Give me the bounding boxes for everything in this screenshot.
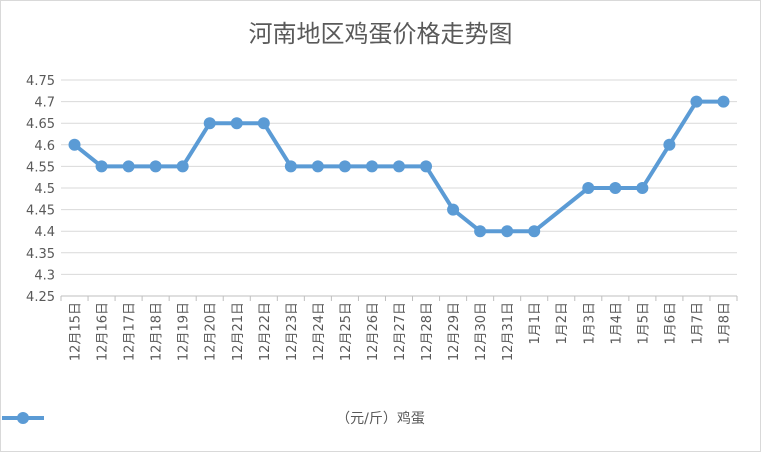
y-tick-label: 4.75 (26, 74, 55, 89)
x-tick-label: 12月31日 (501, 302, 516, 361)
x-tick-label: 1月7日 (690, 302, 705, 345)
legend: （元/斤）鸡蛋 (0, 408, 761, 428)
x-tick-label: 12月15日 (69, 302, 84, 361)
y-tick-label: 4.4 (34, 225, 55, 240)
x-tick-label: 12月16日 (96, 302, 111, 361)
y-tick-label: 4.55 (26, 160, 55, 175)
data-point (582, 182, 595, 194)
x-tick-label: 12月30日 (474, 302, 489, 361)
x-tick-label: 12月19日 (177, 302, 192, 361)
x-tick-label: 1月3日 (582, 302, 597, 345)
x-tick-label: 12月26日 (366, 302, 381, 361)
data-point (474, 225, 487, 238)
data-point (636, 182, 649, 194)
x-tick-label: 1月2日 (555, 302, 570, 345)
x-tick-label: 1月1日 (528, 302, 543, 345)
x-tick-label: 12月22日 (258, 302, 273, 361)
data-point (176, 160, 189, 173)
data-point (420, 160, 433, 173)
x-tick-label: 12月24日 (312, 302, 327, 361)
x-tick-label: 1月4日 (609, 302, 624, 345)
x-tick-label: 12月18日 (150, 302, 165, 361)
data-point (203, 117, 216, 130)
data-point (663, 138, 676, 151)
x-tick-label: 12月17日 (123, 302, 138, 361)
x-tick-label: 12月21日 (231, 302, 246, 361)
x-tick-label: 12月29日 (447, 302, 462, 361)
data-point (284, 160, 297, 173)
legend-swatch (2, 412, 44, 424)
y-axis-ticks: 4.25 4.3 4.35 4.4 4.45 4.5 4.55 4.6 4.65 4.7 4.75 (26, 74, 55, 305)
y-tick-label: 4.65 (26, 117, 55, 132)
data-point (690, 95, 703, 108)
data-point (528, 225, 541, 238)
data-point (338, 160, 351, 173)
data-point (501, 225, 514, 238)
data-point (68, 138, 81, 151)
x-tick-label: 12月20日 (204, 302, 219, 361)
x-tick-label: 12月23日 (285, 302, 300, 361)
legend-marker (17, 412, 29, 424)
y-tick-label: 4.25 (26, 290, 55, 305)
data-point (122, 160, 135, 173)
x-tick-label: 12月27日 (393, 302, 408, 361)
chart-title: 河南地区鸡蛋价格走势图 (248, 20, 513, 48)
data-point (609, 182, 622, 194)
data-point (257, 117, 270, 130)
y-tick-label: 4.45 (26, 204, 55, 219)
data-point (230, 117, 243, 130)
data-point (447, 203, 460, 216)
y-tick-label: 4.35 (26, 247, 55, 262)
data-point (365, 160, 378, 173)
data-point (95, 160, 108, 173)
y-tick-label: 4.3 (34, 268, 55, 283)
series-group (68, 95, 730, 238)
x-tick-label: 1月6日 (663, 302, 678, 345)
x-tick-label: 1月5日 (636, 302, 651, 345)
y-tick-label: 4.7 (34, 96, 55, 111)
data-point (311, 160, 324, 173)
x-tick-label: 12月25日 (339, 302, 354, 361)
y-tick-label: 4.5 (34, 182, 55, 197)
x-tick-label: 12月28日 (420, 302, 435, 361)
legend-label: （元/斤）鸡蛋 (336, 411, 425, 427)
x-tick-label: 1月8日 (717, 302, 732, 345)
y-tick-label: 4.6 (34, 139, 55, 154)
data-point (717, 95, 730, 108)
x-axis: 12月15日 12月16日 12月17日 12月18日 12月19日 12月20日 12月2… (60, 295, 738, 361)
data-point (149, 160, 162, 173)
data-point (393, 160, 405, 173)
